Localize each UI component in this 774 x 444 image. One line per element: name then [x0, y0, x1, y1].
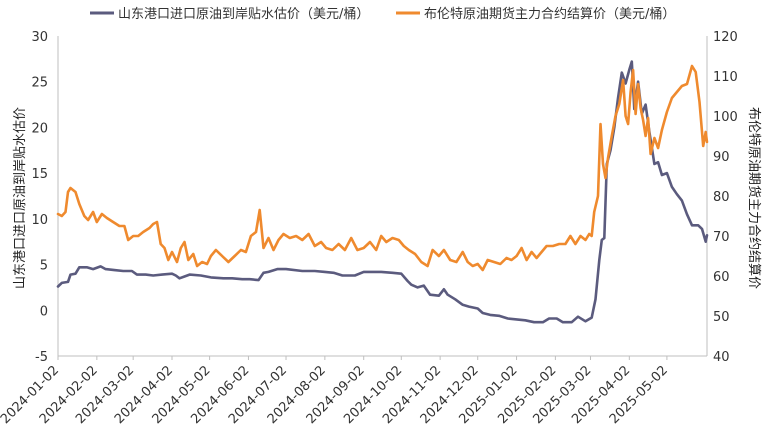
legend-label-brent: 布伦特原油期货主力合约结算价（美元/桶） — [424, 6, 675, 22]
right-tick-label: 120 — [713, 30, 738, 45]
left-tick-label: 0 — [40, 304, 48, 319]
left-tick-label: 25 — [31, 76, 48, 91]
legend-label-discount: 山东港口进口原油到岸贴水估价（美元/桶） — [118, 7, 369, 22]
left-axis-title: 山东港口进口原油到岸贴水估价 — [13, 107, 28, 289]
left-tick-label: 30 — [31, 30, 48, 45]
right-tick-label: 90 — [713, 150, 730, 165]
left-tick-label: 5 — [40, 259, 48, 274]
brent-series-line — [56, 64, 709, 272]
right-tick-label: 80 — [713, 190, 730, 205]
left-tick-label: 20 — [31, 121, 48, 136]
right-tick-label: 60 — [713, 270, 730, 285]
axes: -50510152025304050607080901001101202024-… — [0, 30, 738, 427]
right-tick-label: 50 — [713, 310, 730, 325]
left-tick-label: 15 — [31, 167, 48, 182]
right-axis-title: 布伦特原油期货主力合约结算价 — [746, 107, 762, 289]
right-tick-label: 40 — [713, 350, 730, 365]
legend: 山东港口进口原油到岸贴水估价（美元/桶） 布伦特原油期货主力合约结算价（美元/桶… — [90, 6, 675, 22]
discount-series-line — [56, 60, 709, 324]
plot-lines — [56, 60, 709, 324]
right-tick-label: 70 — [713, 230, 730, 245]
right-tick-label: 110 — [713, 70, 738, 85]
left-tick-label: -5 — [35, 350, 48, 365]
right-tick-label: 100 — [713, 110, 738, 125]
left-tick-label: 10 — [31, 213, 48, 228]
